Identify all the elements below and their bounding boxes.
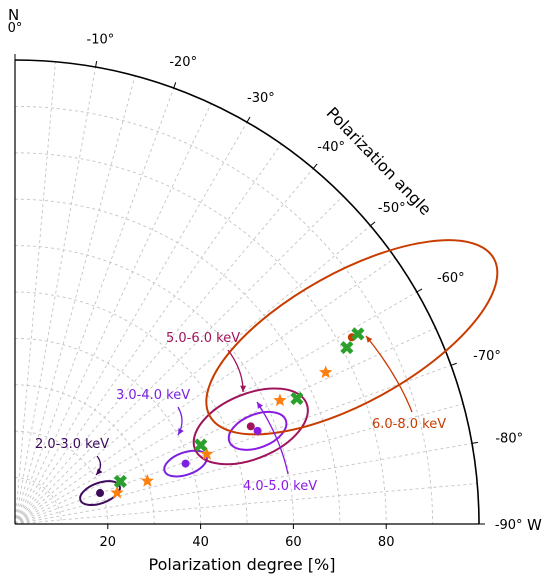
centroid-point: [181, 459, 190, 468]
x-tick-label: 80: [378, 535, 395, 550]
x-tick-label: 20: [100, 535, 117, 550]
error-ellipse: [192, 387, 309, 466]
cross-marker: [290, 391, 304, 406]
cross-bar: [340, 340, 354, 355]
grid-spoke: [14, 257, 396, 525]
angle-tick-label: 0°: [8, 21, 23, 36]
angle-tick-label: -70°: [473, 349, 501, 364]
angle-tick-label: -40°: [317, 140, 345, 155]
cross-bar: [113, 474, 127, 488]
band-label: 4.0-5.0 keV: [243, 479, 317, 494]
x-tick-label: 40: [192, 535, 209, 550]
grid-arc: [14, 105, 434, 525]
cross-marker: [113, 474, 127, 488]
x-axis-label: Polarization degree [%]: [149, 555, 336, 574]
cross-bar: [351, 327, 365, 341]
grid-spoke: [14, 403, 464, 525]
angle-tick: [246, 116, 251, 123]
grid-arc: [14, 337, 202, 525]
angle-tick-label: -80°: [495, 432, 523, 447]
angle-tick: [95, 61, 98, 68]
grid-layer: [14, 60, 479, 525]
grid-arc: [14, 291, 248, 525]
band-arrow: [365, 335, 413, 413]
angle-tick-label: -50°: [378, 201, 406, 216]
angle-tick-label: -90°: [495, 518, 523, 533]
angle-tick-label: -60°: [437, 271, 465, 286]
grid-spoke: [14, 364, 452, 525]
band-arrowhead: [96, 468, 103, 475]
error-ellipse: [205, 239, 499, 436]
band-label: 3.0-4.0 keV: [116, 388, 190, 403]
ellipse-layer: [79, 239, 499, 507]
star-marker: [319, 365, 333, 379]
angle-tick: [173, 82, 177, 89]
grid-spoke: [14, 195, 344, 525]
star-marker: [140, 474, 154, 487]
band-arrowhead: [178, 428, 184, 435]
angle-tick-label: -10°: [87, 33, 115, 48]
grid-spoke: [14, 121, 248, 525]
star-marker: [200, 447, 214, 460]
angle-tick: [370, 221, 376, 227]
angle-tick: [312, 163, 318, 169]
star-marker: [273, 393, 287, 407]
angle-tick-label: -30°: [247, 91, 275, 106]
angle-tick: [471, 441, 478, 444]
cross-marker: [351, 327, 365, 341]
cross-marker: [340, 340, 354, 355]
grid-spoke: [14, 61, 56, 525]
grid-spoke: [14, 168, 314, 525]
grid-spoke: [14, 442, 473, 525]
centroid-point: [253, 426, 262, 435]
error-ellipse: [79, 480, 121, 507]
cross-bar: [194, 438, 208, 452]
frame-layer: [14, 53, 486, 529]
x-tick-label: 60: [285, 535, 302, 550]
grid-spoke: [14, 327, 436, 525]
star-marker: [110, 485, 124, 499]
grid-spoke: [14, 225, 371, 525]
grid-spoke: [14, 66, 97, 525]
centroid-point: [96, 489, 105, 498]
grid-spoke: [14, 75, 136, 525]
cross-marker: [194, 438, 208, 452]
grid-spoke: [14, 483, 478, 525]
grid-spoke: [14, 87, 175, 525]
band-arrowhead: [257, 402, 263, 409]
grid-arc: [14, 152, 387, 525]
error-ellipse: [227, 410, 288, 451]
grid-spoke: [14, 291, 418, 525]
west-label: W: [527, 516, 542, 534]
band-arrow: [256, 401, 289, 475]
band-label: 5.0-6.0 keV: [166, 331, 240, 346]
band-label: 2.0-3.0 keV: [35, 437, 109, 452]
band-arrowhead: [240, 385, 247, 392]
grid-spoke: [14, 103, 212, 525]
angle-tick-label: -20°: [169, 55, 197, 70]
angle-tick: [416, 288, 423, 293]
marker-layer: [96, 327, 365, 499]
cross-bar: [290, 391, 304, 406]
angle-tick: [450, 362, 457, 366]
band-label: 6.0-8.0 keV: [372, 417, 446, 432]
grid-arc: [14, 477, 62, 525]
outer-arc: [14, 59, 480, 525]
grid-spoke: [14, 143, 282, 525]
north-label: N: [8, 6, 19, 24]
band-arrowhead: [366, 336, 373, 343]
label-layer: 20 40 60 80 0° -10° -20° -30° -40° -50° -60° -70° -8…: [8, 21, 523, 550]
centroid-point: [246, 422, 255, 431]
